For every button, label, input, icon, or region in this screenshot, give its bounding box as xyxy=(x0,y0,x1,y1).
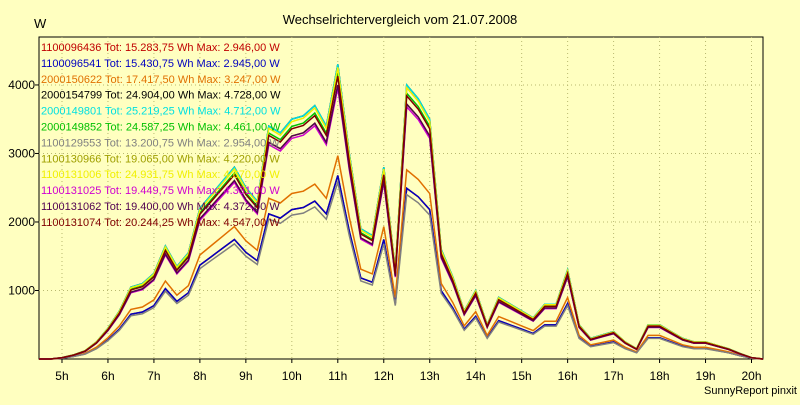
legend-entry-1100131074: 1100131074 Tot: 20.244,25 Wh Max: 4.547,… xyxy=(41,217,280,229)
legend-entry-1100131006: 1100131006 Tot: 24.931,75 Wh Max: 4.670,… xyxy=(41,169,280,181)
x-tick-label: 11h xyxy=(328,369,347,383)
legend-entry-1100129553: 1100129553 Tot: 13.200,75 Wh Max: 2.954,… xyxy=(41,137,280,149)
chart-title: Wechselrichtervergleich vom 21.07.2008 xyxy=(283,12,518,27)
legend-entry-2000150622: 2000150622 Tot: 17.417,50 Wh Max: 3.247,… xyxy=(41,74,281,86)
y-tick-label: 3000 xyxy=(8,146,35,160)
legend-entry-1100130966: 1100130966 Tot: 19.065,00 Wh Max: 4.220,… xyxy=(41,153,280,165)
x-tick-label: 12h xyxy=(374,369,394,383)
x-tick-label: 13h xyxy=(420,369,440,383)
legend-entry-2000149852: 2000149852 Tot: 24.587,25 Wh Max: 4.461,… xyxy=(41,122,281,134)
x-tick-label: 7h xyxy=(147,369,160,383)
legend-entry-1100131025: 1100131025 Tot: 19.449,75 Wh Max: 4.331,… xyxy=(41,185,280,197)
x-tick-label: 18h xyxy=(650,369,670,383)
legend-entry-1100131062: 1100131062 Tot: 19.400,00 Wh Max: 4.372,… xyxy=(41,201,280,213)
legend-entry-1100096436: 1100096436 Tot: 15.283,75 Wh Max: 2.946,… xyxy=(41,42,280,54)
x-tick-label: 5h xyxy=(55,369,68,383)
x-tick-label: 10h xyxy=(282,369,302,383)
x-tick-label: 15h xyxy=(512,369,532,383)
grid xyxy=(35,37,763,363)
x-tick-label: 19h xyxy=(696,369,716,383)
y-tick-label: 2000 xyxy=(8,215,35,229)
x-tick-label: 16h xyxy=(558,369,578,383)
legend-entry-2000149801: 2000149801 Tot: 25.219,25 Wh Max: 4.712,… xyxy=(41,106,281,118)
x-tick-label: 20h xyxy=(741,369,761,383)
y-axis-label: W xyxy=(34,16,47,31)
x-tick-labels: 5h 6h 7h 8h 9h 10h 11h 12h 13h 14h 15h 16h 17h 18h 19h… xyxy=(55,369,761,383)
series-lines xyxy=(39,64,764,360)
legend-entry-1100096541: 1100096541 Tot: 15.430,75 Wh Max: 2.945,… xyxy=(41,58,280,70)
footer-credit: SunnyReport pinxit xyxy=(704,385,797,397)
legend-entry-2000154799: 2000154799 Tot: 24.904,00 Wh Max: 4.728,… xyxy=(41,90,281,102)
y-tick-label: 4000 xyxy=(8,78,35,92)
x-tick-label: 9h xyxy=(239,369,252,383)
series-line-1100131074 xyxy=(39,76,764,360)
x-tick-label: 6h xyxy=(101,369,114,383)
x-tick-label: 17h xyxy=(604,369,624,383)
x-tick-label: 8h xyxy=(193,369,206,383)
y-tick-label: 1000 xyxy=(8,283,35,297)
series-line-2000150622 xyxy=(39,155,764,360)
legend: 1100096436 Tot: 15.283,75 Wh Max: 2.946,… xyxy=(41,42,281,229)
y-tick-labels: 1000 2000 3000 4000 xyxy=(8,78,35,298)
series-line-1100129553 xyxy=(39,179,764,360)
x-tick-label: 14h xyxy=(466,369,486,383)
